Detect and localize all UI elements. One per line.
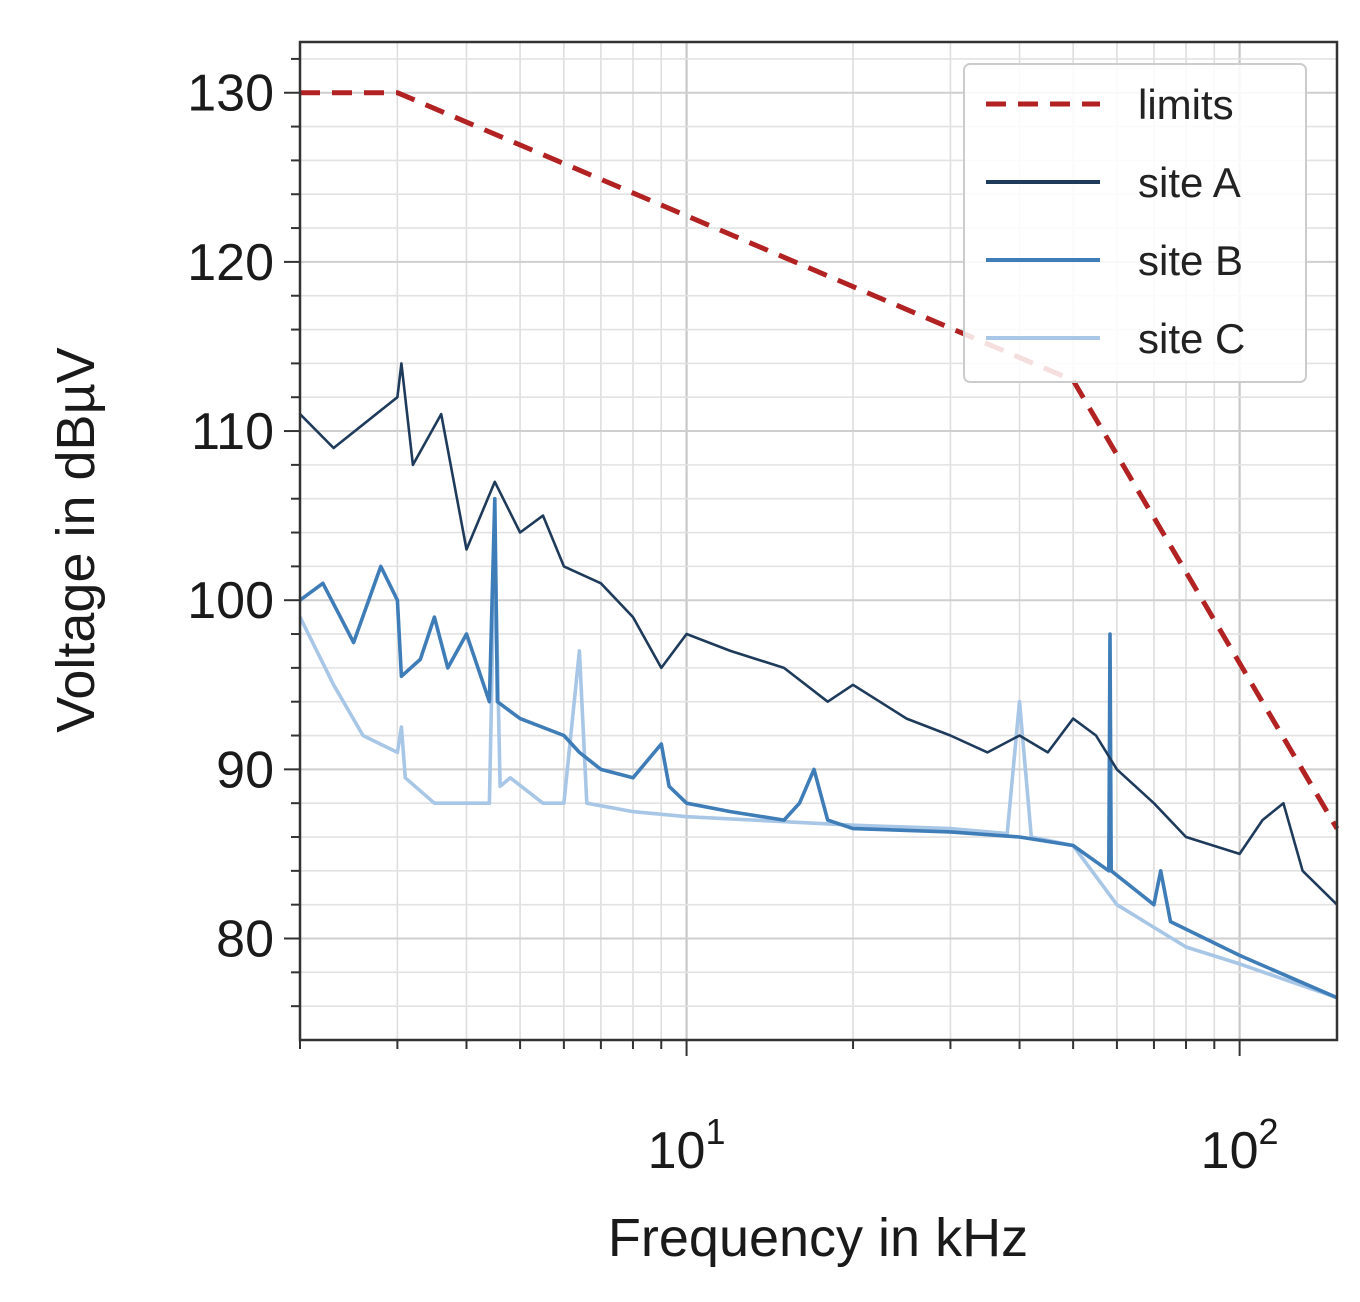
y-axis-label: Voltage in dBµV [46, 347, 106, 732]
legend-box [963, 63, 1307, 383]
y-tick-label: 90 [216, 741, 274, 799]
y-tick-label: 120 [187, 234, 274, 292]
y-tick-label: 100 [187, 572, 274, 630]
x-tick-label: 102 [1201, 1111, 1279, 1180]
y-tick-label: 130 [187, 65, 274, 123]
y-tick-label: 110 [191, 403, 274, 461]
series-line-site-b [298, 496, 1338, 1000]
legend-label: site A [1138, 159, 1241, 206]
legend: limits site A site B site C [963, 63, 1307, 383]
axis-ticks: 80 90 100 110 120 130 101 102 [187, 57, 1279, 1180]
legend-label: site B [1138, 237, 1243, 284]
plot-frame [298, 40, 1339, 1042]
legend-label: limits [1138, 81, 1234, 128]
x-tick-label: 101 [648, 1111, 726, 1180]
series-line-limits [300, 90, 1340, 830]
legend-label: site C [1138, 315, 1245, 362]
series-line-site-a [299, 362, 1338, 906]
x-axis-label: Frequency in kHz [608, 1208, 1028, 1268]
y-tick-label: 80 [216, 911, 274, 969]
series-lines [298, 90, 1340, 1000]
